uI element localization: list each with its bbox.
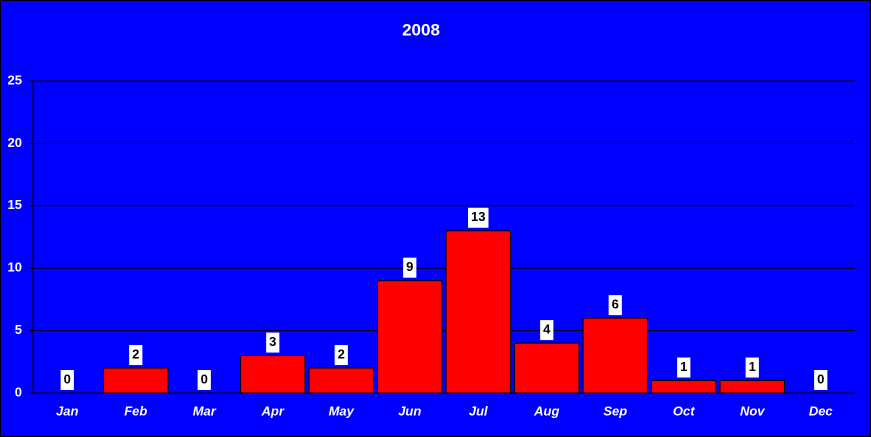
data-label-box: [468, 207, 489, 228]
data-label-box: [129, 345, 143, 366]
bar: [582, 317, 648, 394]
y-tick-label: 20: [8, 135, 22, 150]
y-tick-label: 15: [8, 197, 22, 212]
x-tick-label: Sep: [603, 403, 627, 418]
data-label-box: [745, 357, 759, 378]
data-label: 1: [680, 359, 687, 374]
x-tick-label: Feb: [124, 403, 147, 418]
data-label: 4: [543, 322, 551, 337]
x-tick-label: Mar: [193, 403, 217, 418]
bar: [719, 380, 785, 394]
bar: [240, 355, 306, 394]
data-label: 0: [201, 371, 208, 386]
y-tick-label: 10: [8, 260, 22, 275]
x-tick-label: Jan: [56, 403, 78, 418]
bar: [651, 380, 717, 394]
data-label: 6: [612, 297, 619, 312]
data-label-box: [334, 345, 348, 366]
data-label-box: [403, 257, 417, 278]
x-tick-label: Dec: [809, 403, 834, 418]
y-tick-label: 0: [15, 384, 22, 399]
chart-title: 2008: [402, 20, 440, 39]
data-label-box: [814, 370, 828, 390]
bar: [308, 367, 374, 394]
bar: [377, 280, 443, 394]
x-tick-label: May: [329, 403, 355, 418]
x-tick-label: Jul: [469, 403, 488, 418]
data-label: 2: [338, 346, 345, 361]
x-tick-label: Jun: [398, 403, 421, 418]
x-tick-label: Oct: [673, 403, 695, 418]
y-tick-label: 25: [8, 72, 22, 87]
data-label-box: [677, 357, 691, 378]
data-label-box: [266, 332, 280, 353]
data-label: 13: [471, 209, 485, 224]
x-tick-label: Apr: [261, 403, 285, 418]
bar: [445, 230, 511, 394]
x-tick-label: Nov: [740, 403, 765, 418]
bar: [514, 342, 580, 394]
data-label-box: [540, 320, 554, 341]
data-label-box: [608, 295, 622, 316]
x-tick-label: Aug: [533, 403, 559, 418]
bar: [103, 367, 169, 394]
data-label-box: [197, 370, 211, 390]
data-label: 3: [269, 334, 276, 349]
data-label: 0: [64, 371, 71, 386]
data-label: 0: [817, 371, 824, 386]
y-tick-label: 5: [15, 322, 22, 337]
data-label-box: [60, 370, 74, 390]
data-label: 1: [749, 359, 756, 374]
data-label: 9: [406, 259, 413, 274]
data-label: 2: [132, 346, 139, 361]
